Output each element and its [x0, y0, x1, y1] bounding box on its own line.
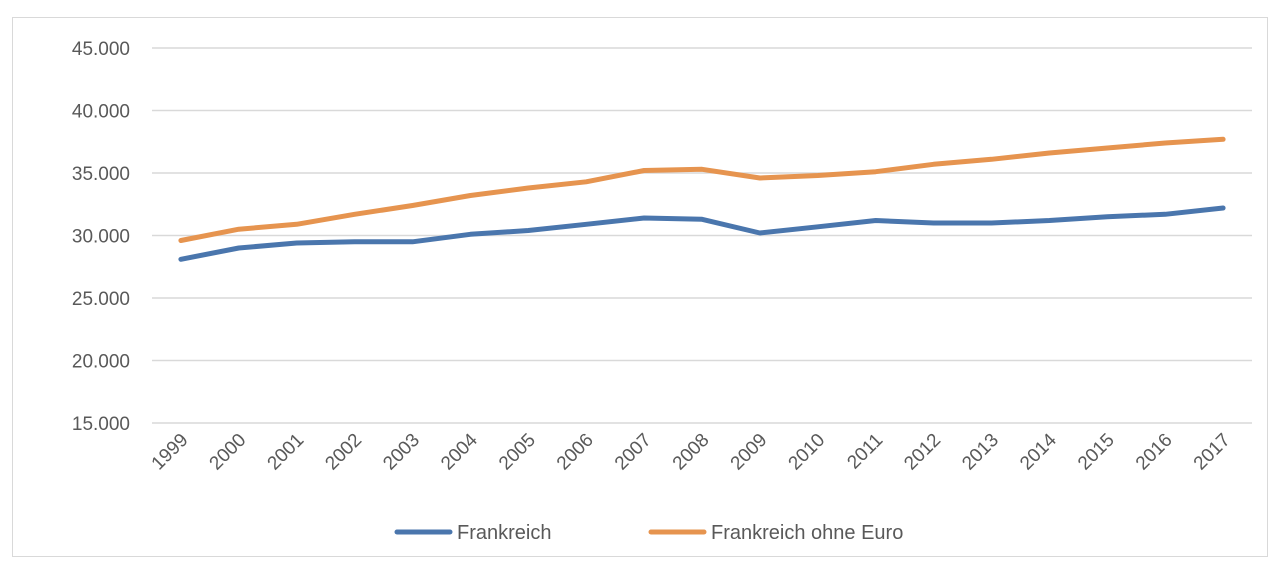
x-tick-label: 2015 [1074, 430, 1119, 475]
data-point [932, 221, 936, 225]
x-tick-label: 2008 [669, 430, 714, 475]
x-tick-label: 2002 [321, 430, 366, 475]
data-point [584, 222, 588, 226]
data-point [874, 219, 878, 222]
data-point [1163, 141, 1167, 145]
data-point [237, 227, 241, 231]
data-point [1047, 219, 1051, 222]
x-tick-label: 2003 [379, 430, 424, 475]
data-point [932, 162, 936, 166]
legend-label-frankreich: Frankreich [457, 522, 551, 544]
y-tick-label: 40.000 [72, 102, 130, 123]
y-tick-label: 25.000 [72, 289, 130, 310]
x-tick-label: 2017 [1190, 430, 1235, 475]
data-point [758, 231, 762, 235]
x-tick-label: 1999 [148, 430, 193, 475]
series-line-frankreich-ohne-euro [178, 136, 1226, 243]
legend-label-frankreich-ohne-euro: Frankreich ohne Euro [711, 522, 903, 544]
data-point [584, 180, 588, 184]
data-point [353, 212, 357, 216]
y-tick-label: 20.000 [72, 352, 130, 373]
data-point [237, 246, 241, 250]
data-point [1163, 212, 1167, 216]
x-tick-label: 2005 [495, 430, 540, 475]
series-lines [178, 136, 1226, 262]
data-point [1105, 215, 1109, 219]
data-point [642, 169, 646, 172]
x-tick-label: 2014 [1016, 429, 1061, 474]
data-point [411, 204, 414, 207]
x-tick-label: 2006 [553, 430, 598, 475]
data-point [758, 176, 762, 180]
data-point [1221, 137, 1225, 141]
data-point [642, 216, 646, 220]
data-point [816, 225, 820, 229]
x-tick-label: 2000 [206, 430, 251, 475]
data-point [468, 232, 472, 236]
data-point [468, 194, 472, 197]
data-point [700, 167, 704, 171]
data-point [1105, 146, 1109, 150]
x-tick-label: 2009 [727, 430, 772, 475]
data-point [700, 217, 704, 221]
data-point [179, 257, 183, 261]
chart-frame [12, 17, 1268, 557]
data-point [526, 186, 530, 190]
x-tick-label: 2001 [264, 430, 309, 475]
y-tick-label: 45.000 [72, 39, 130, 60]
data-point [990, 221, 993, 225]
data-point [295, 241, 299, 245]
x-axis-ticks: 1999 2000 2001 2002 2003 2004 2005 2006 2007 2008… [148, 429, 1235, 474]
y-tick-label: 35.000 [72, 164, 130, 185]
data-point [295, 222, 299, 226]
x-tick-label: 2016 [1132, 430, 1177, 475]
data-point [526, 229, 530, 232]
data-point [1221, 206, 1225, 210]
x-tick-label: 2004 [437, 429, 482, 474]
x-tick-label: 2011 [843, 430, 887, 474]
data-point [179, 239, 183, 242]
x-tick-label: 2010 [785, 430, 830, 475]
data-point [1047, 151, 1051, 155]
y-tick-label: 30.000 [72, 227, 130, 248]
data-point [990, 157, 993, 161]
gridlines [152, 47, 1252, 424]
data-point [411, 240, 414, 244]
data-point [353, 240, 357, 244]
y-tick-label: 15.000 [72, 414, 130, 435]
x-tick-label: 2012 [900, 430, 945, 475]
data-point [874, 170, 878, 174]
x-tick-label: 2007 [611, 430, 656, 475]
legend: Frankreich Frankreich ohne Euro [394, 522, 903, 544]
y-axis-ticks: 15.000 20.000 25.000 30.000 35.000 40.000 45.0… [72, 39, 130, 435]
data-point [816, 174, 820, 177]
x-tick-label: 2013 [958, 430, 1003, 475]
